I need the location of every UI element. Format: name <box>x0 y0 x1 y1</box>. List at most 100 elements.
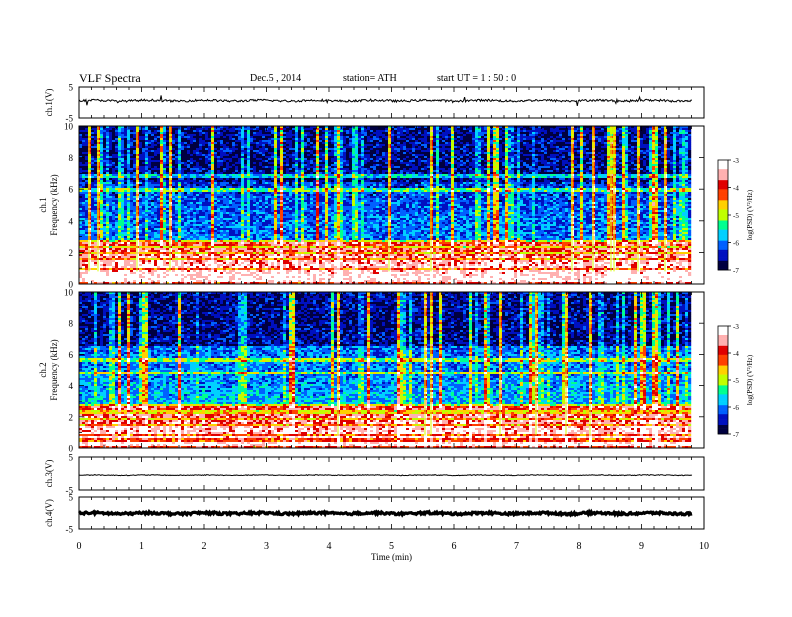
spectrogram-cell <box>265 136 269 139</box>
spectrogram-cell <box>478 126 482 129</box>
spectrogram-cell <box>334 172 338 175</box>
spectrogram-cell <box>163 160 167 163</box>
spectrogram-cell <box>124 130 128 133</box>
spectrogram-cell <box>289 160 293 163</box>
spectrogram-cell <box>247 140 251 143</box>
spectrogram-cell <box>658 166 662 169</box>
spectrogram-cell <box>439 170 443 173</box>
spectrogram-cell <box>547 130 551 133</box>
spectrogram-cell <box>436 160 440 163</box>
spectrogram-cell <box>631 134 635 137</box>
spectrogram-cell <box>550 164 554 167</box>
spectrogram-cell <box>604 158 608 161</box>
spectrogram-cell <box>556 130 560 133</box>
spectrogram-cell <box>427 136 431 139</box>
spectrogram-cell <box>85 160 89 163</box>
spectrogram-cell <box>535 130 539 133</box>
spectrogram-cell <box>625 164 629 167</box>
spectrogram-cell <box>523 154 527 157</box>
spectrogram-cell <box>205 128 209 131</box>
spectrogram-cell <box>625 144 629 147</box>
spectrogram-cell <box>682 164 686 167</box>
spectrogram-cell <box>211 142 215 145</box>
spectrogram-cell <box>583 142 587 145</box>
spectrogram-cell <box>271 166 275 169</box>
spectrogram-cell <box>490 156 494 159</box>
spectrogram-cell <box>373 128 377 131</box>
spectrogram-cell <box>526 144 530 147</box>
spectrogram-cell <box>607 152 611 155</box>
spectrogram-cell <box>133 168 137 171</box>
spectrogram-cell <box>223 146 227 149</box>
spectrogram-cell <box>409 166 413 169</box>
spectrogram-cell <box>466 126 470 129</box>
spectrogram-cell <box>247 172 251 175</box>
spectrogram-cell <box>166 148 170 151</box>
spectrogram-cell <box>601 130 605 133</box>
spectrogram-cell <box>250 132 254 135</box>
spectrogram-cell <box>262 164 266 167</box>
spectrogram-cell <box>619 152 623 155</box>
spectrogram-cell <box>118 126 122 129</box>
spectrogram-cell <box>400 150 404 153</box>
spectrogram-cell <box>283 162 287 165</box>
spectrogram-cell <box>199 130 203 133</box>
spectrogram-cell <box>367 150 371 153</box>
spectrogram-cell <box>598 138 602 141</box>
spectrogram-cell <box>520 158 524 161</box>
spectrogram-cell <box>496 126 500 129</box>
spectrogram-cell <box>112 174 116 177</box>
spectrogram-cell <box>472 164 476 167</box>
spectrogram-cell <box>307 144 311 147</box>
spectrogram-cell <box>394 138 398 141</box>
spectrogram-cell <box>478 130 482 133</box>
spectrogram-cell <box>169 132 173 135</box>
spectrogram-cell <box>121 162 125 165</box>
spectrogram-cell <box>496 172 500 175</box>
spectrogram-cell <box>466 150 470 153</box>
spectrogram-cell <box>427 142 431 145</box>
spectrogram-cell <box>508 170 512 173</box>
spectrogram-cell <box>241 166 245 169</box>
spectrogram-cell <box>610 172 614 175</box>
spectrogram-cell <box>94 130 98 133</box>
spectrogram-cell <box>346 134 350 137</box>
spectrogram-cell <box>295 132 299 135</box>
spectrogram-cell <box>193 146 197 149</box>
spectrogram-cell <box>214 152 218 155</box>
spectrogram-cell <box>340 134 344 137</box>
spectrogram-cell <box>166 130 170 133</box>
spectrogram-cell <box>163 162 167 165</box>
spectrogram-cell <box>646 160 650 163</box>
spectrogram-cell <box>415 160 419 163</box>
spectrogram-cell <box>349 168 353 171</box>
spectrogram-cell <box>619 138 623 141</box>
spectrogram-cell <box>283 146 287 149</box>
spectrogram-cell <box>106 174 110 177</box>
spectrogram-cell <box>136 150 140 153</box>
spectrogram-cell <box>505 168 509 171</box>
spectrogram-cell <box>379 174 383 177</box>
spectrogram-cell <box>85 134 89 137</box>
spectrogram-cell <box>184 126 188 129</box>
spectrogram-cell <box>424 146 428 149</box>
spectrogram-cell <box>349 154 353 157</box>
spectrogram-cell <box>598 164 602 167</box>
spectrogram-cell <box>103 144 107 147</box>
spectrogram-cell <box>661 130 665 133</box>
spectrogram-cell <box>616 132 620 135</box>
spectrogram-cell <box>265 158 269 161</box>
spectrogram-cell <box>580 134 584 137</box>
spectrogram-cell <box>643 138 647 141</box>
spectrogram-cell <box>454 142 458 145</box>
spectrogram-cell <box>154 146 158 149</box>
spectrogram-cell <box>241 156 245 159</box>
spectrogram-cell <box>499 172 503 175</box>
spectrogram-cell <box>553 138 557 141</box>
spectrogram-cell <box>433 166 437 169</box>
spectrogram-cell <box>406 172 410 175</box>
spectrogram-cell <box>304 136 308 139</box>
spectrogram-cell <box>349 172 353 175</box>
spectrogram-cell <box>547 132 551 135</box>
spectrogram-cell <box>481 160 485 163</box>
